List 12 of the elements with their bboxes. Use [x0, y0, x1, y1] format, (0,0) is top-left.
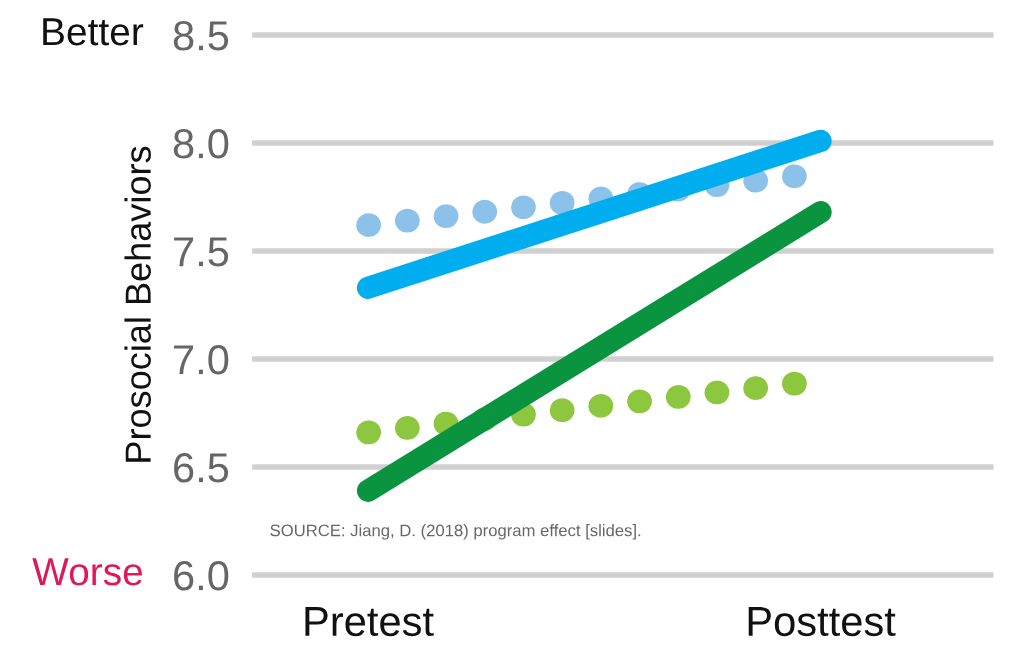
text: Better: [43, 18, 144, 46]
y-tick-label: 7.5: [174, 237, 229, 267]
y-axis-title: Prosocial Behaviors: [124, 146, 151, 462]
y-tick-label: 7.0: [174, 345, 229, 375]
x-tick-label: Pretest: [305, 607, 434, 637]
y-tick-label: 8.0: [173, 129, 229, 159]
y-tick-label: 6.0: [174, 561, 229, 591]
y-tick-label: 8.5: [173, 21, 229, 51]
text: Worse: [32, 558, 143, 586]
x-tick-label: Posttest: [748, 607, 896, 637]
y-tick-label: 6.5: [174, 453, 229, 483]
annotation: SOURCE: Jiang, D. (2018) program effect [slides].: [270, 524, 641, 540]
